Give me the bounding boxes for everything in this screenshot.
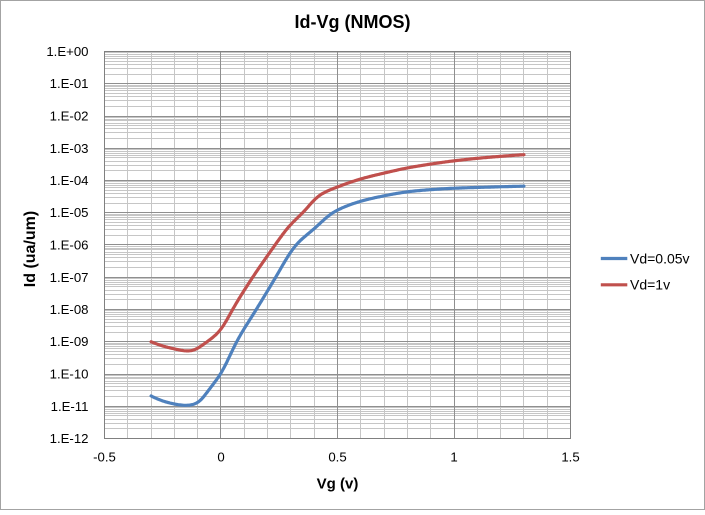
svg-text:1.E-08: 1.E-08 [50,302,89,317]
svg-text:Id-Vg (NMOS): Id-Vg (NMOS) [295,12,411,32]
svg-text:1.E-06: 1.E-06 [50,238,89,253]
svg-text:-0.5: -0.5 [93,450,116,465]
svg-text:1.E-01: 1.E-01 [50,76,89,91]
svg-text:1.5: 1.5 [561,450,579,465]
svg-text:1.E-09: 1.E-09 [50,334,89,349]
svg-text:Vd=0.05v: Vd=0.05v [630,250,690,266]
svg-text:1.E-07: 1.E-07 [50,270,89,285]
svg-text:1.E-04: 1.E-04 [50,173,89,188]
svg-text:1.E+00: 1.E+00 [46,44,88,59]
svg-text:1.E-05: 1.E-05 [50,205,89,220]
svg-text:Vg (v): Vg (v) [317,476,359,493]
svg-text:1: 1 [450,450,457,465]
svg-text:1.E-10: 1.E-10 [50,367,89,382]
svg-text:0.5: 0.5 [328,450,346,465]
svg-text:1.E-03: 1.E-03 [50,141,89,156]
svg-text:1.E-02: 1.E-02 [50,109,89,124]
svg-text:Id (ua/um): Id (ua/um) [22,211,39,287]
svg-text:1.E-12: 1.E-12 [50,431,89,446]
svg-text:1.E-11: 1.E-11 [51,399,89,414]
svg-text:0: 0 [217,450,224,465]
svg-text:Vd=1v: Vd=1v [630,277,670,293]
